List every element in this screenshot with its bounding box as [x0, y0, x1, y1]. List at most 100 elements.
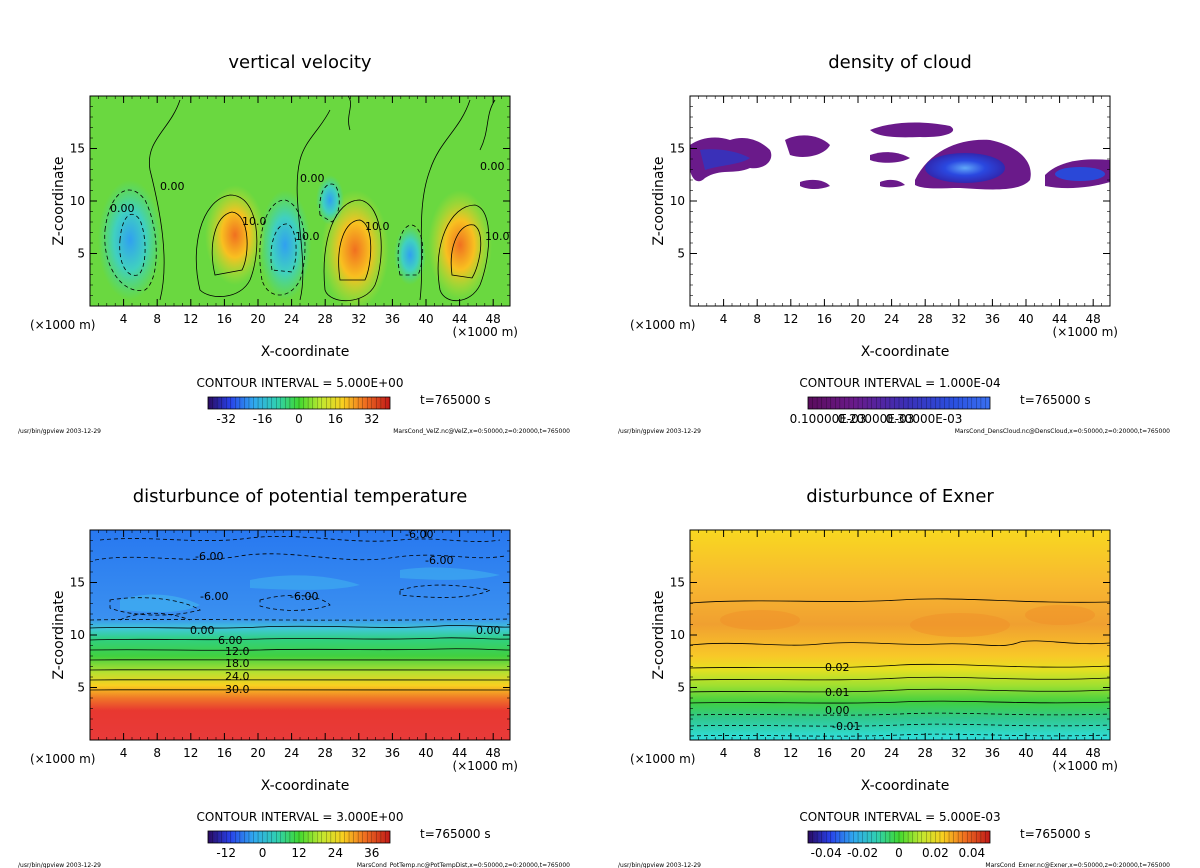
x-tick-label: 32: [351, 312, 366, 326]
colorbar-tick-label: 16: [328, 412, 343, 426]
x-tick-label: 36: [985, 746, 1000, 760]
footer-left: /usr/bin/gpview 2003-12-29: [18, 428, 101, 435]
y-tick-label: 5: [77, 681, 85, 695]
x-unit-label-left: (×1000 m): [30, 318, 95, 332]
colorbar-tick-label: -16: [253, 412, 273, 426]
y-axis-label: Z-coordinate: [51, 156, 67, 245]
y-tick-label: 15: [70, 576, 85, 590]
x-tick-label: 24: [284, 312, 299, 326]
colorbar-tick-label: 0: [895, 846, 903, 860]
x-unit-label-left: (×1000 m): [30, 752, 95, 766]
x-tick-label: 48: [1086, 312, 1101, 326]
x-unit-label-right: (×1000 m): [1053, 325, 1118, 339]
colorbar-tick-label: -0.02: [847, 846, 878, 860]
colorbar-tick-label: -0.04: [811, 846, 842, 860]
x-tick-label: 40: [418, 746, 433, 760]
x-tick-label: 8: [753, 312, 761, 326]
y-tick-label: 15: [670, 142, 685, 156]
colorbar-tick-label: -12: [216, 846, 236, 860]
y-tick-label: 5: [677, 681, 685, 695]
colorbar-tick-label: 0.30000E-03: [886, 412, 963, 426]
x-tick-label: 28: [318, 312, 333, 326]
x-tick-label: 48: [486, 312, 501, 326]
x-tick-label: 44: [452, 746, 467, 760]
x-tick-label: 8: [153, 746, 161, 760]
y-axis-label: Z-coordinate: [651, 590, 667, 679]
x-tick-label: 16: [217, 312, 232, 326]
x-tick-label: 16: [217, 746, 232, 760]
heatmap-field: 0.00 0.00 0.00 10.0 10.0 10.0 10.0 0.00: [90, 96, 510, 306]
x-tick-label: 28: [918, 312, 933, 326]
contour-label: -6.00: [405, 528, 433, 541]
colorbar-tick-label: 0.20000E-03: [838, 412, 915, 426]
chart-title: vertical velocity: [228, 52, 372, 73]
x-tick-label: 8: [153, 312, 161, 326]
x-tick-label: 12: [783, 312, 798, 326]
x-tick-label: 36: [985, 312, 1000, 326]
chart-title: disturbunce of Exner: [806, 486, 994, 507]
x-tick-label: 32: [951, 746, 966, 760]
contour-label: -6.00: [200, 590, 228, 603]
x-tick-label: 44: [1052, 312, 1067, 326]
x-tick-label: 4: [720, 312, 728, 326]
x-tick-label: 28: [918, 746, 933, 760]
time-label: t=765000 s: [420, 393, 491, 407]
x-tick-label: 44: [1052, 746, 1067, 760]
colorbar-tick-label: 12: [291, 846, 306, 860]
y-tick-label: 15: [70, 142, 85, 156]
x-tick-label: 12: [183, 312, 198, 326]
panel-density-of-cloud: density of cloud 4 8 12 16 20 24 28 32 36 40 44 485…: [618, 52, 1170, 435]
y-tick-label: 15: [670, 576, 685, 590]
contour-label: 0.02: [825, 661, 850, 674]
x-tick-label: 40: [1018, 746, 1033, 760]
footer-left: /usr/bin/gpview 2003-12-29: [618, 428, 701, 435]
contour-label: 10.0: [295, 230, 320, 243]
contour-interval: CONTOUR INTERVAL = 5.000E-03: [799, 810, 1000, 824]
y-tick-label: 10: [670, 628, 685, 642]
x-tick-label: 32: [951, 312, 966, 326]
x-tick-label: 24: [884, 746, 899, 760]
contour-label: 0.00: [190, 624, 215, 637]
colorbar-tick-label: 32: [364, 412, 379, 426]
footer-right: MarsCond_VelZ.nc@VelZ,x=0:50000,z=0:2000…: [393, 428, 570, 435]
footer-left: /usr/bin/gpview 2003-12-29: [618, 862, 701, 868]
contour-label: -6.00: [195, 550, 223, 563]
footer-right: MarsCond_DensCloud.nc@DensCloud,x=0:5000…: [955, 428, 1170, 435]
contour-label: 12.0: [225, 645, 250, 658]
contour-interval: CONTOUR INTERVAL = 3.000E+00: [197, 810, 404, 824]
y-axis-label: Z-coordinate: [651, 156, 667, 245]
footer-left: /usr/bin/gpview 2003-12-29: [18, 862, 101, 868]
contour-label: 30.0: [225, 683, 250, 696]
contour-label: 24.0: [225, 670, 250, 683]
footer-right: MarsCond_PotTemp.nc@PotTempDist,x=0:5000…: [357, 862, 570, 868]
x-tick-label: 20: [250, 312, 265, 326]
contour-label: 0.00: [160, 180, 185, 193]
time-label: t=765000 s: [420, 827, 491, 841]
time-label: t=765000 s: [1020, 393, 1091, 407]
chart-title: density of cloud: [828, 52, 972, 73]
x-tick-label: 4: [120, 746, 128, 760]
colorbar-tick-label: 0: [259, 846, 267, 860]
colorbar-tick-label: 24: [328, 846, 343, 860]
chart-title: disturbunce of potential temperature: [133, 486, 468, 507]
x-tick-label: 24: [884, 312, 899, 326]
contour-label: -6.00: [290, 590, 318, 603]
contour-label: 10.0: [242, 215, 267, 228]
x-tick-label: 12: [183, 746, 198, 760]
x-tick-label: 44: [452, 312, 467, 326]
x-tick-label: 20: [850, 312, 865, 326]
contour-label: 0.00: [825, 704, 850, 717]
contour-label: 10.0: [365, 220, 390, 233]
time-label: t=765000 s: [1020, 827, 1091, 841]
y-tick-label: 10: [670, 194, 685, 208]
colorbar-tick-label: 0.02: [922, 846, 949, 860]
panel-exner: disturbunce of Exner 0.02 0.01 0.00: [618, 486, 1170, 868]
contour-label: 6.00: [218, 634, 243, 647]
contour-interval: CONTOUR INTERVAL = 1.000E-04: [799, 376, 1000, 390]
x-tick-label: 12: [783, 746, 798, 760]
x-tick-label: 16: [817, 312, 832, 326]
x-tick-label: 4: [120, 312, 128, 326]
x-tick-label: 40: [418, 312, 433, 326]
